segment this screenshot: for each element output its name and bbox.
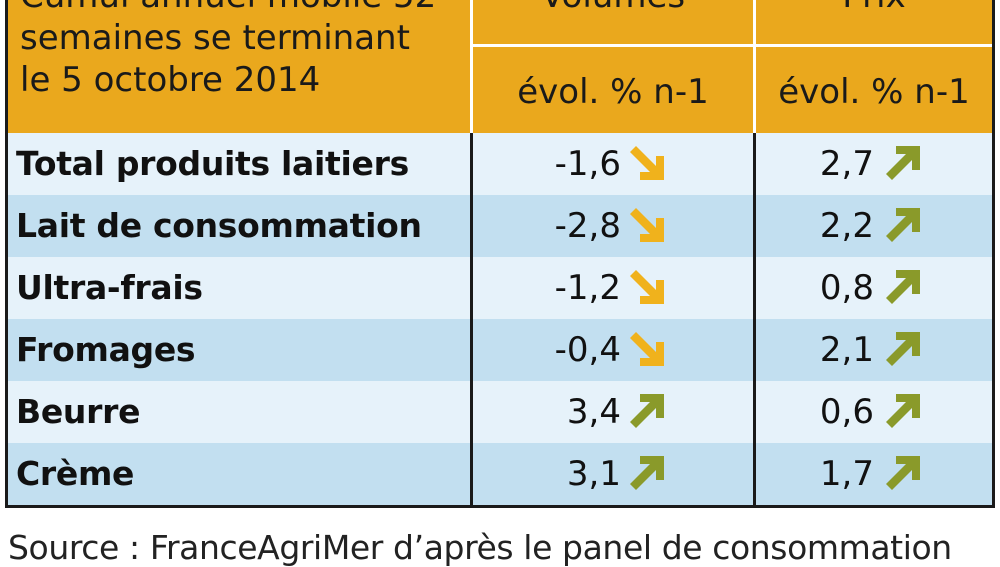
prix-subheader: évol. % n-1: [778, 72, 970, 112]
arrow-down-right-icon: [630, 270, 664, 304]
prix-value: 0,8: [819, 268, 874, 308]
table-row: Fromages -0,4 2,1: [8, 319, 992, 381]
period-line-2: semaines se terminant: [20, 18, 410, 58]
arrow-down-right-icon: [630, 146, 664, 180]
arrow-up-right-icon: [886, 270, 920, 304]
arrow-up-right-icon: [886, 332, 920, 366]
volumes-value: 3,4: [566, 392, 621, 432]
header-column-divider-1: [470, 0, 473, 133]
row-category: Lait de consommation: [16, 206, 422, 245]
row-category: Crème: [16, 454, 135, 493]
table-header: Cumul annuel mobile 52 semaines se termi…: [8, 0, 992, 133]
volumes-value: -2,8: [554, 206, 621, 246]
prix-value: 2,7: [819, 144, 874, 184]
row-category: Fromages: [16, 330, 196, 369]
prix-value: 2,2: [819, 206, 874, 246]
table-row: Total produits laitiers -1,6 2,7: [8, 133, 992, 195]
row-category: Beurre: [16, 392, 141, 431]
volumes-value: -1,2: [554, 268, 621, 308]
prix-value: 0,6: [819, 392, 874, 432]
arrow-up-right-icon: [886, 456, 920, 490]
volumes-value: 3,1: [566, 454, 621, 494]
arrow-down-right-icon: [630, 208, 664, 242]
body-column-divider-2: [753, 133, 756, 505]
volumes-column-header: Volumes: [473, 0, 753, 15]
prix-value: 2,1: [819, 330, 874, 370]
period-line-1: Cumul annuel mobile 52: [20, 0, 436, 15]
volumes-value: -0,4: [554, 330, 621, 370]
prix-column-header: Prix: [756, 0, 992, 15]
row-category: Total produits laitiers: [16, 144, 409, 183]
arrow-up-right-icon: [630, 456, 664, 490]
volumes-subheader: évol. % n-1: [517, 72, 709, 112]
source-note: Source : FranceAgriMer d’après le panel …: [8, 528, 952, 567]
data-table: Cumul annuel mobile 52 semaines se termi…: [5, 0, 995, 508]
row-category: Ultra-frais: [16, 268, 203, 307]
table-row: Beurre 3,4 0,6: [8, 381, 992, 443]
table-row: Crème 3,1 1,7: [8, 443, 992, 505]
table-row: Lait de consommation -2,8 2,2: [8, 195, 992, 257]
arrow-down-right-icon: [630, 332, 664, 366]
arrow-up-right-icon: [886, 208, 920, 242]
body-column-divider-1: [470, 133, 473, 505]
table-row: Ultra-frais -1,2 0,8: [8, 257, 992, 319]
arrow-up-right-icon: [886, 394, 920, 428]
arrow-up-right-icon: [886, 146, 920, 180]
period-line-3: le 5 octobre 2014: [20, 60, 321, 100]
prix-value: 1,7: [819, 454, 874, 494]
arrow-up-right-icon: [630, 394, 664, 428]
volumes-value: -1,6: [554, 144, 621, 184]
header-column-divider-2: [753, 0, 756, 133]
header-divider: [470, 44, 992, 47]
